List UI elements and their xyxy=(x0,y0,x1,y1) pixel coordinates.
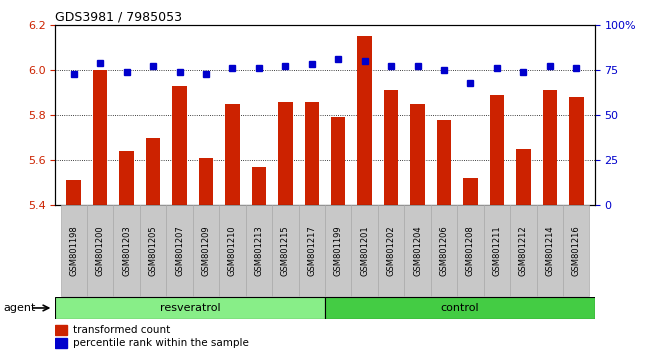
Bar xyxy=(569,97,584,205)
Bar xyxy=(378,205,404,296)
Bar xyxy=(352,205,378,296)
Text: GSM801206: GSM801206 xyxy=(439,225,448,276)
Bar xyxy=(66,181,81,205)
Text: GSM801204: GSM801204 xyxy=(413,225,422,276)
Bar xyxy=(536,205,563,296)
Text: GSM801213: GSM801213 xyxy=(254,225,263,276)
Bar xyxy=(437,120,451,205)
Bar xyxy=(510,205,536,296)
Bar xyxy=(298,205,325,296)
Bar xyxy=(431,205,457,296)
Text: percentile rank within the sample: percentile rank within the sample xyxy=(73,338,249,348)
Text: resveratrol: resveratrol xyxy=(160,303,220,313)
Text: GSM801212: GSM801212 xyxy=(519,225,528,276)
Text: transformed count: transformed count xyxy=(73,325,170,335)
Text: GSM801215: GSM801215 xyxy=(281,225,290,276)
Bar xyxy=(384,90,398,205)
Text: agent: agent xyxy=(3,303,36,313)
Bar xyxy=(325,205,352,296)
Text: GSM801216: GSM801216 xyxy=(572,225,580,276)
Text: GSM801202: GSM801202 xyxy=(387,225,396,276)
Bar xyxy=(404,205,431,296)
Text: GDS3981 / 7985053: GDS3981 / 7985053 xyxy=(55,11,182,24)
Bar xyxy=(358,36,372,205)
Bar xyxy=(543,90,557,205)
Bar xyxy=(55,338,66,348)
Bar xyxy=(246,205,272,296)
Bar xyxy=(410,104,425,205)
Bar xyxy=(60,205,87,296)
Text: control: control xyxy=(441,303,479,313)
Bar xyxy=(172,86,187,205)
Bar xyxy=(252,167,266,205)
Bar xyxy=(272,205,298,296)
Bar xyxy=(563,205,590,296)
Bar xyxy=(516,149,530,205)
Bar xyxy=(225,104,240,205)
Bar xyxy=(55,297,325,319)
Bar xyxy=(304,102,319,205)
Text: GSM801201: GSM801201 xyxy=(360,225,369,276)
Text: GSM801210: GSM801210 xyxy=(228,225,237,276)
Text: GSM801208: GSM801208 xyxy=(466,225,475,276)
Bar xyxy=(55,325,66,335)
Bar xyxy=(331,117,346,205)
Bar xyxy=(219,205,246,296)
Bar xyxy=(463,178,478,205)
Text: GSM801214: GSM801214 xyxy=(545,225,554,276)
Text: GSM801198: GSM801198 xyxy=(70,225,78,276)
Text: GSM801217: GSM801217 xyxy=(307,225,317,276)
Bar xyxy=(193,205,219,296)
Bar xyxy=(489,95,504,205)
Bar xyxy=(166,205,193,296)
Text: GSM801205: GSM801205 xyxy=(149,225,157,276)
Bar xyxy=(278,102,292,205)
Bar xyxy=(325,297,595,319)
Bar xyxy=(93,70,107,205)
Bar xyxy=(120,151,134,205)
Bar xyxy=(484,205,510,296)
Text: GSM801199: GSM801199 xyxy=(333,225,343,276)
Bar xyxy=(114,205,140,296)
Bar xyxy=(146,138,161,205)
Text: GSM801211: GSM801211 xyxy=(493,225,501,276)
Text: GSM801207: GSM801207 xyxy=(175,225,184,276)
Text: GSM801200: GSM801200 xyxy=(96,225,105,276)
Bar xyxy=(140,205,166,296)
Bar xyxy=(457,205,484,296)
Text: GSM801203: GSM801203 xyxy=(122,225,131,276)
Bar xyxy=(87,205,114,296)
Bar xyxy=(199,158,213,205)
Text: GSM801209: GSM801209 xyxy=(202,225,211,276)
